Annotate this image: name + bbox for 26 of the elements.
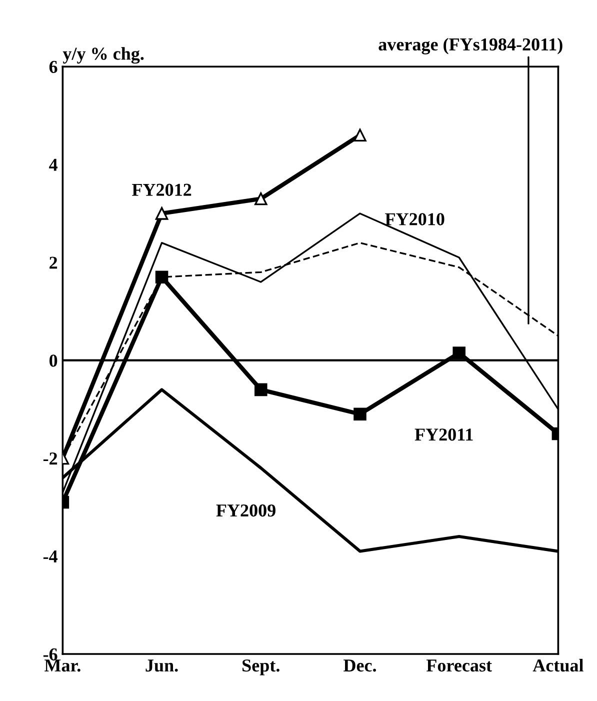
y-tick-label: 2 — [50, 256, 58, 269]
series-label: FY2012 — [132, 184, 192, 196]
point — [254, 192, 268, 206]
y-tick-label: -6 — [43, 648, 58, 660]
y-tick-label: 6 — [49, 60, 58, 74]
point — [155, 270, 168, 284]
x-tick-label: Dec. — [344, 660, 376, 672]
series-label: FY2010 — [385, 213, 444, 226]
x-tick-label: Actual — [532, 658, 584, 672]
text: FY2011 — [414, 428, 473, 441]
point — [155, 207, 168, 220]
point — [354, 128, 366, 142]
y-tick-label: 4 — [49, 158, 58, 171]
y-tick-label: -4 — [43, 550, 58, 562]
y-axis-title: y/y % chg. — [62, 47, 144, 64]
x-tick-label: Forecast — [426, 660, 492, 672]
point — [254, 383, 268, 396]
text: average (FYs1984-2011) — [378, 38, 562, 54]
x-tick-label: Sept. — [242, 659, 280, 676]
series-label: FY2009 — [216, 504, 276, 517]
x-tick-label: Jun. — [146, 660, 178, 672]
point — [452, 346, 466, 360]
y-tick-label: -2 — [43, 452, 58, 464]
y-tick-label: 0 — [49, 354, 58, 367]
point — [354, 408, 366, 421]
x-tick-label: Mar. — [44, 660, 80, 672]
